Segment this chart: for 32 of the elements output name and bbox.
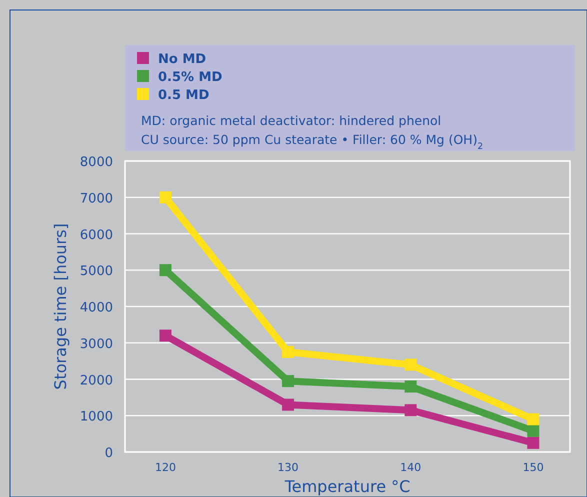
legend-label: No MD (158, 52, 206, 67)
x-tick-label: 120 (154, 461, 176, 474)
text: MD: organic metal deactivator: hindered phenol (141, 113, 442, 128)
y-tick-label: 8000 (80, 155, 113, 170)
x-tick-label: 130 (278, 461, 299, 474)
y-tick-label: 0 (104, 446, 113, 461)
point (159, 330, 172, 342)
point (527, 424, 540, 437)
x-tick-label: 150 (522, 461, 544, 474)
y-tick-label: 2000 (80, 373, 113, 388)
y-tick-label: 5000 (80, 264, 113, 280)
point (404, 380, 417, 393)
point (527, 436, 540, 449)
legend-label: 0.5 MD (158, 88, 210, 103)
y-tick-label: 4000 (80, 300, 113, 316)
point (159, 191, 172, 204)
text: CU source: 50 ppm Cu stearate • Filler: 60 % Mg (OH)$_{2}$ (141, 132, 484, 152)
y-tick-label: 6000 (80, 228, 113, 243)
point (282, 346, 294, 358)
y-tick-label: 3000 (80, 336, 113, 352)
point (527, 413, 540, 426)
x-tick-label: 140 (400, 461, 422, 474)
x-axis-title: Temperature °C (284, 477, 410, 496)
point (404, 358, 417, 371)
y-tick-label: 7000 (80, 191, 113, 206)
point (404, 404, 417, 416)
y-tick-label: 1000 (80, 410, 113, 425)
point (282, 398, 294, 411)
legend-label: 0.5% MD (158, 70, 223, 85)
point (159, 264, 172, 276)
y-axis-title: Storage time [hours] (51, 223, 70, 390)
point (282, 375, 294, 388)
